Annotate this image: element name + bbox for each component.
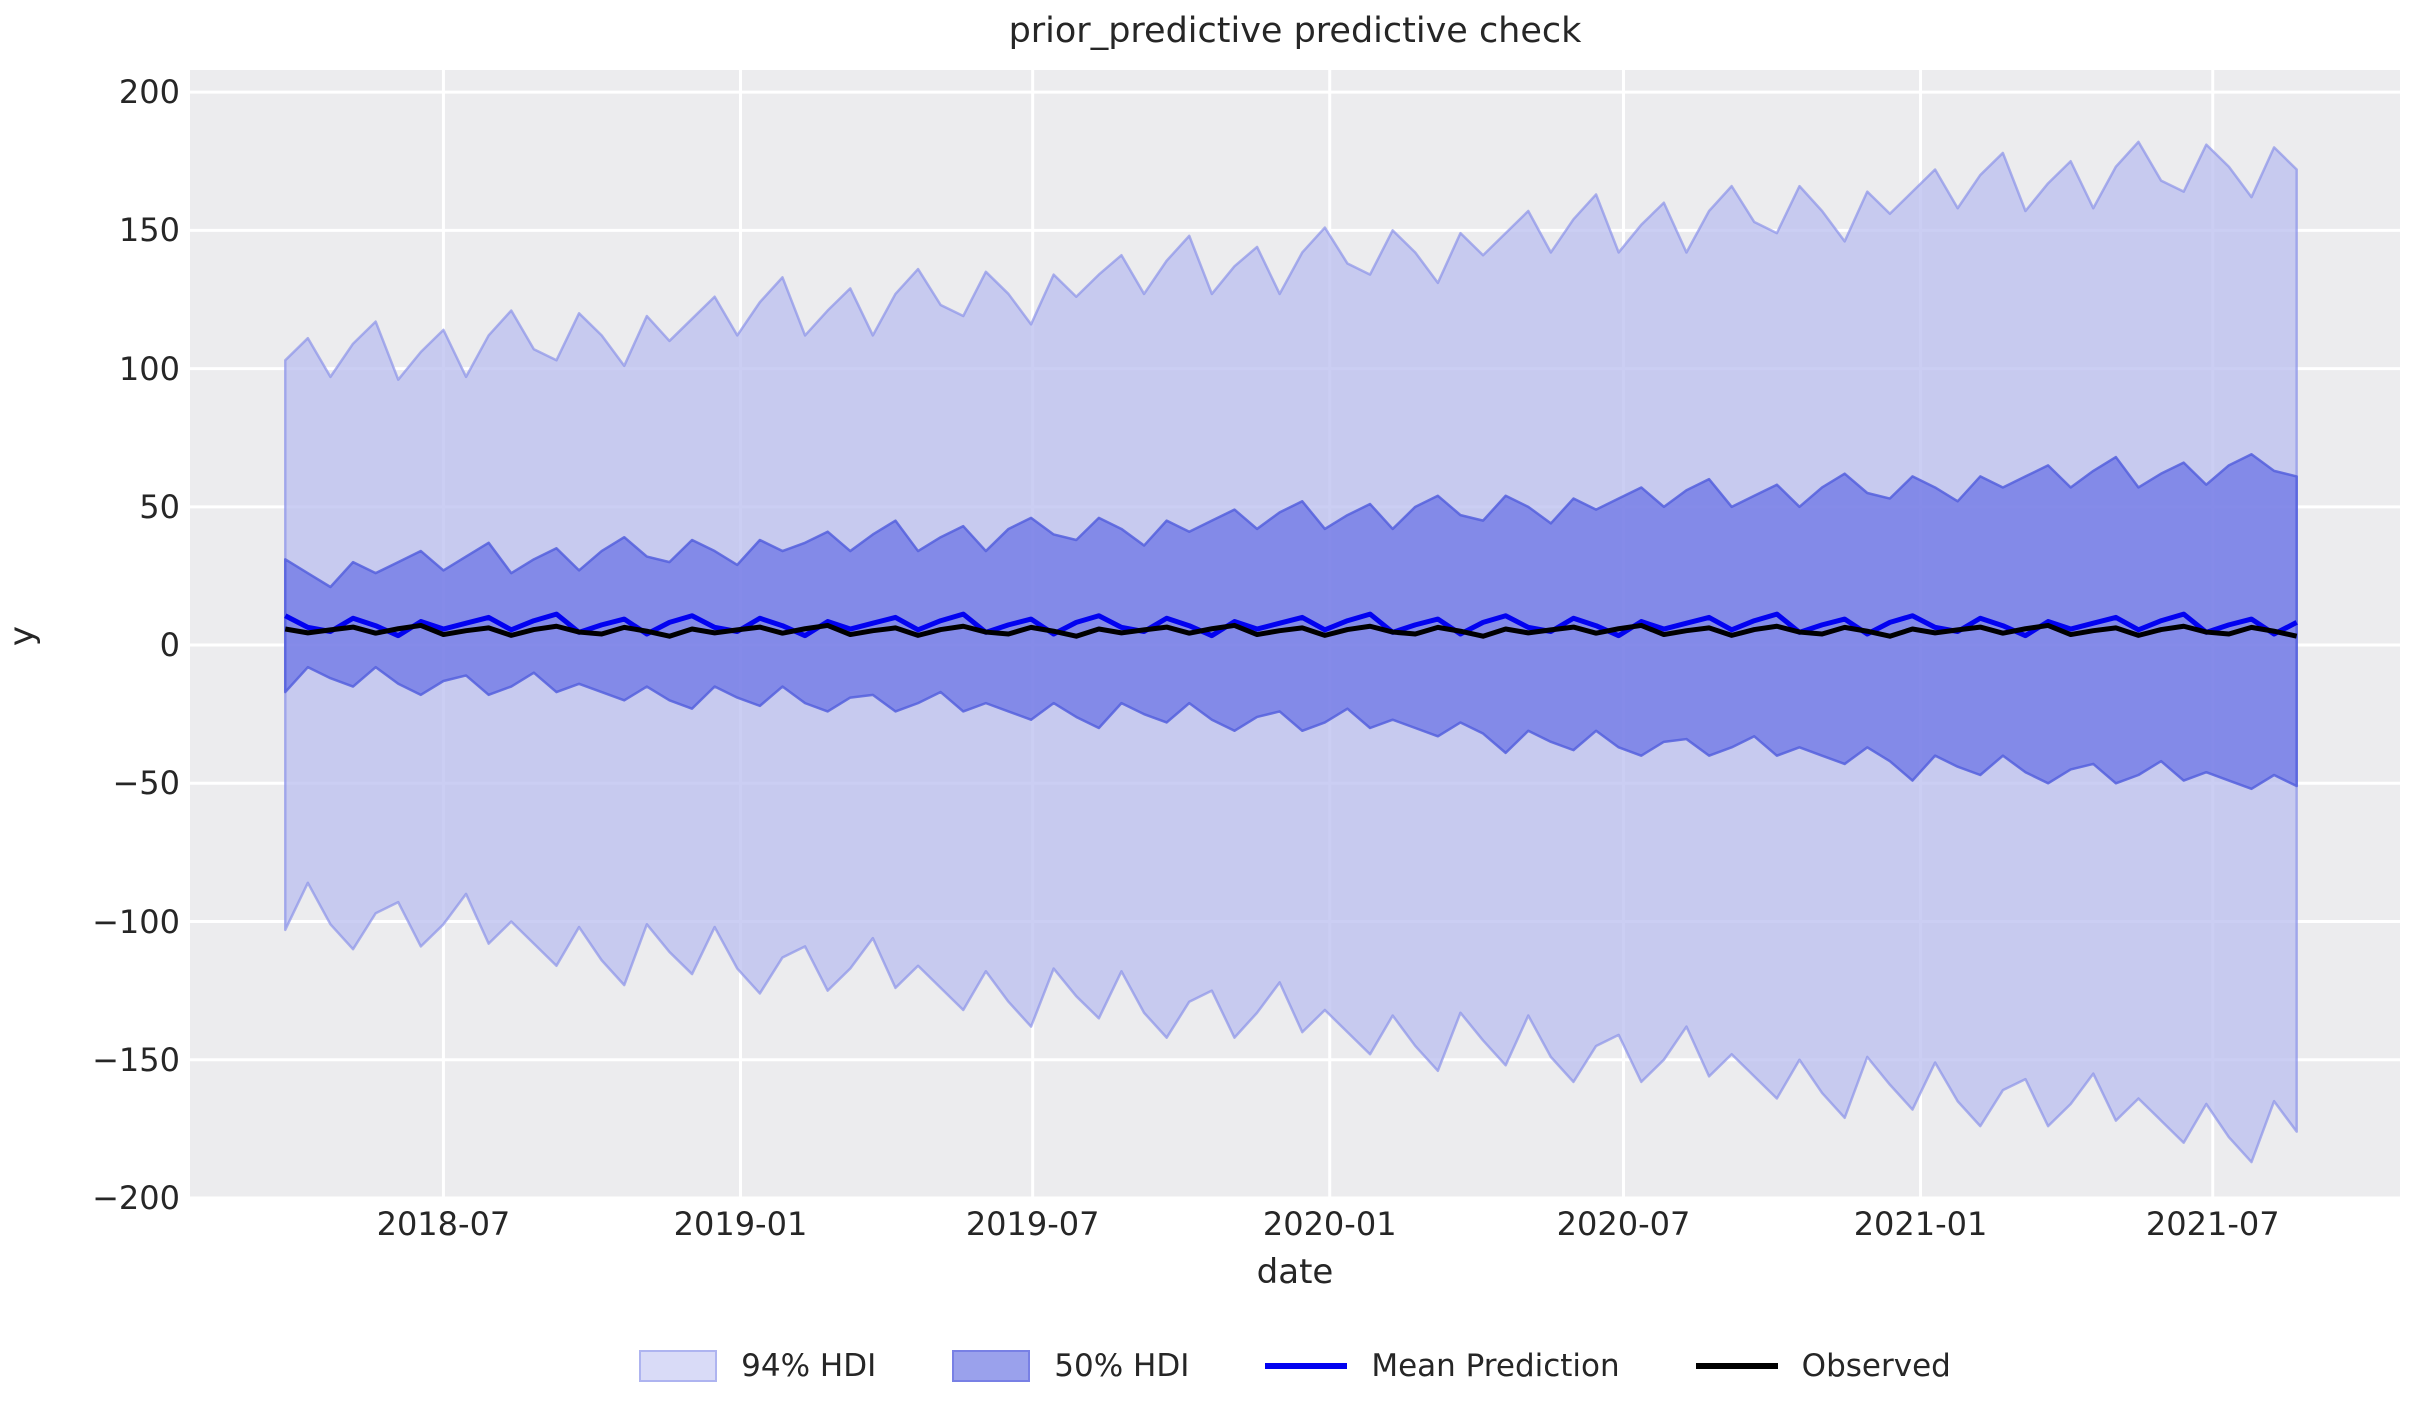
y-tick-label-200: 200 xyxy=(118,73,180,112)
legend-label-observed: Observed xyxy=(1801,1348,1951,1384)
x-tick-label-2020-07: 2020-07 xyxy=(1556,1205,1691,1243)
x-tick-label-2019-01: 2019-01 xyxy=(673,1205,808,1243)
legend-item-94-hdi: 94% HDI xyxy=(639,1348,876,1384)
y-tick-label-150: 150 xyxy=(118,211,180,250)
y-tick-label-50: −50 xyxy=(112,764,180,803)
x-axis-label: date xyxy=(1256,1252,1334,1292)
legend-item-observed: Observed xyxy=(1695,1348,1951,1384)
page-title: prior_predictive predictive check xyxy=(1008,11,1582,51)
mean-prediction-line-icon xyxy=(1265,1363,1348,1369)
50-hdi-patch-icon xyxy=(952,1350,1031,1382)
legend-label-94-hdi: 94% HDI xyxy=(741,1348,877,1384)
x-tick-label-2019-07: 2019-07 xyxy=(965,1205,1100,1243)
y-tick-label-200: −200 xyxy=(92,1179,180,1217)
x-tick-label-2020-01: 2020-01 xyxy=(1262,1205,1397,1243)
legend-item-mean-prediction: Mean Prediction xyxy=(1265,1348,1620,1384)
legend-label-mean-prediction: Mean Prediction xyxy=(1371,1348,1620,1384)
94-hdi-patch-icon xyxy=(639,1350,718,1382)
y-tick-label-0: 0 xyxy=(159,626,180,665)
x-tick-label-2021-01: 2021-01 xyxy=(1853,1205,1988,1243)
legend-label-50-hdi: 50% HDI xyxy=(1054,1348,1190,1384)
observed-line xyxy=(284,622,2298,639)
y-tick-label-100: 100 xyxy=(118,349,180,388)
observed-line-icon xyxy=(1695,1363,1778,1369)
y-tick-label-150: −150 xyxy=(92,1040,180,1079)
y-tick-label-100: −100 xyxy=(92,902,180,941)
y-tick-label-50: 50 xyxy=(139,487,180,526)
x-tick-label-2018-07: 2018-07 xyxy=(376,1205,511,1243)
x-tick-label-2021-07: 2021-07 xyxy=(2145,1205,2280,1243)
legend-item-50-hdi: 50% HDI xyxy=(952,1348,1189,1384)
legend: 94% HDI 50% HDI Mean Prediction Observed xyxy=(190,1336,2400,1396)
